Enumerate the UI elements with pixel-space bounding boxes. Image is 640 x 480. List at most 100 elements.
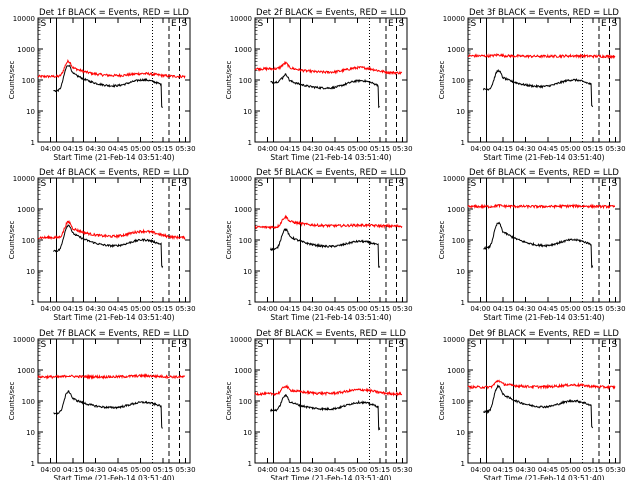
- marker-label: E: [601, 340, 607, 350]
- y-tick-label: 10000: [230, 15, 252, 23]
- y-tick-label: 1: [461, 139, 465, 147]
- x-tick-label: 04:45: [108, 305, 128, 313]
- y-tick-label: 1000: [17, 367, 35, 375]
- marker-label: S: [399, 340, 405, 350]
- y-tick-label: 10: [243, 429, 252, 437]
- series-lld-line: [467, 379, 616, 391]
- x-tick-label: 04:00: [257, 466, 277, 474]
- panel-title: Det 2f BLACK = Events, RED = LLD: [256, 8, 406, 18]
- series-events-line: [53, 390, 163, 429]
- series-lld-line: [37, 373, 186, 380]
- panel-det-9: Det 9f BLACK = Events, RED = LLD 1 10 100 10…: [438, 329, 626, 480]
- plot-frame: [37, 177, 191, 303]
- series-lld-line: [467, 203, 615, 210]
- marker-label: S: [471, 340, 477, 350]
- x-tick-label: 04:30: [85, 305, 105, 313]
- series-events-line: [483, 384, 594, 429]
- series-lld-line: [37, 58, 186, 79]
- x-tick-label: 05:00: [560, 305, 580, 313]
- x-tick-label: 04:15: [280, 305, 300, 313]
- x-tick-label: 04:15: [280, 145, 300, 153]
- x-axis-label: Start Time (21-Feb-14 03:51:40): [483, 153, 604, 162]
- y-tick-label: 10: [26, 268, 35, 276]
- y-axis-label: Counts/sec: [438, 221, 446, 260]
- series-lld-line: [254, 384, 403, 397]
- plot-frame: [37, 17, 191, 143]
- x-tick-label: 05:00: [130, 466, 150, 474]
- marker-label: S: [41, 19, 47, 29]
- y-tick-label: 10: [456, 268, 465, 276]
- panel-det-1: Det 1f BLACK = Events, RED = LLD 1 10 100 10…: [8, 8, 196, 162]
- x-tick-label: 04:45: [325, 305, 345, 313]
- y-tick-label: 10: [26, 108, 35, 116]
- y-tick-label: 100: [22, 237, 35, 245]
- marker-label: S: [182, 19, 188, 29]
- y-tick-label: 1: [31, 299, 35, 307]
- series-events-line: [270, 393, 381, 431]
- panel-title: Det 4f BLACK = Events, RED = LLD: [39, 168, 189, 178]
- y-tick-label: 100: [239, 77, 252, 85]
- y-axis-label: Counts/sec: [225, 382, 233, 421]
- plot-frame: [467, 17, 621, 143]
- x-tick-label: 04:45: [325, 145, 345, 153]
- x-tick-label: 05:15: [370, 466, 390, 474]
- x-tick-label: 04:45: [538, 466, 558, 474]
- series-events-line: [483, 221, 594, 269]
- marker-label: E: [171, 19, 177, 29]
- x-tick-label: 04:15: [493, 466, 513, 474]
- x-tick-label: 04:15: [280, 466, 300, 474]
- marker-label: S: [182, 340, 188, 350]
- panel-title: Det 8f BLACK = Events, RED = LLD: [256, 329, 406, 339]
- y-tick-label: 1: [248, 139, 252, 147]
- marker-label: E: [388, 340, 394, 350]
- plot-frame: [37, 338, 191, 464]
- x-tick-label: 05:30: [605, 466, 625, 474]
- x-axis-label: Start Time (21-Feb-14 03:51:40): [483, 474, 604, 480]
- x-axis-label: Start Time (21-Feb-14 03:51:40): [53, 313, 174, 322]
- y-tick-label: 1000: [234, 367, 252, 375]
- panel-det-8: Det 8f BLACK = Events, RED = LLD 1 10 100 10…: [225, 329, 413, 480]
- x-tick-label: 05:00: [347, 305, 367, 313]
- x-tick-label: 05:15: [370, 145, 390, 153]
- y-tick-label: 1: [461, 460, 465, 468]
- y-tick-label: 10000: [13, 336, 35, 344]
- x-tick-label: 04:30: [302, 305, 322, 313]
- x-tick-label: 05:30: [175, 145, 195, 153]
- x-axis-label: Start Time (21-Feb-14 03:51:40): [53, 153, 174, 162]
- marker-label: S: [471, 179, 477, 189]
- panel-title: Det 5f BLACK = Events, RED = LLD: [256, 168, 406, 178]
- x-axis-label: Start Time (21-Feb-14 03:51:40): [270, 313, 391, 322]
- x-tick-label: 04:15: [63, 466, 83, 474]
- y-tick-label: 100: [239, 237, 252, 245]
- series-events-line: [53, 224, 164, 269]
- x-tick-label: 05:15: [153, 466, 173, 474]
- panel-title: Det 6f BLACK = Events, RED = LLD: [469, 168, 619, 178]
- marker-label: S: [182, 179, 188, 189]
- y-tick-label: 1000: [447, 206, 465, 214]
- y-tick-label: 1000: [234, 206, 252, 214]
- y-tick-label: 10000: [443, 175, 465, 183]
- y-tick-label: 100: [22, 77, 35, 85]
- marker-label: S: [41, 340, 47, 350]
- marker-label: S: [471, 19, 477, 29]
- x-tick-label: 05:00: [560, 466, 580, 474]
- marker-label: E: [171, 340, 177, 350]
- x-tick-label: 04:00: [470, 466, 490, 474]
- series-events-line: [270, 73, 380, 109]
- x-tick-label: 05:30: [392, 145, 412, 153]
- x-tick-label: 04:00: [40, 466, 60, 474]
- y-tick-label: 1000: [17, 46, 35, 54]
- y-tick-label: 10: [456, 108, 465, 116]
- plot-frame: [254, 338, 408, 464]
- panel-det-6: Det 6f BLACK = Events, RED = LLD 1 10 100 10…: [438, 168, 626, 322]
- y-tick-label: 10000: [443, 336, 465, 344]
- x-tick-label: 04:00: [470, 305, 490, 313]
- x-tick-label: 05:15: [370, 305, 390, 313]
- y-axis-label: Counts/sec: [225, 221, 233, 260]
- x-tick-label: 04:45: [538, 305, 558, 313]
- y-tick-label: 10000: [443, 15, 465, 23]
- panel-title: Det 3f BLACK = Events, RED = LLD: [469, 8, 619, 18]
- plot-frame: [254, 177, 408, 303]
- panel-det-3: Det 3f BLACK = Events, RED = LLD 1 10 100 10…: [438, 8, 626, 162]
- y-axis-label: Counts/sec: [438, 382, 446, 421]
